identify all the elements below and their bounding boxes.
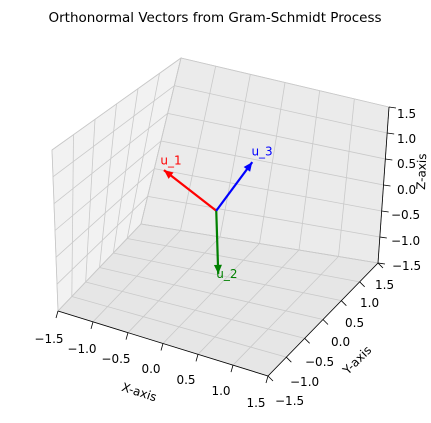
y-tick-label: 0.5 (345, 316, 364, 330)
z-tick-mark (388, 106, 397, 109)
vector-label: u_1 (160, 153, 181, 167)
grid-line (140, 223, 379, 264)
grid-lines (51, 57, 390, 377)
y-tick-mark (304, 338, 310, 344)
y-tick-label: −0.5 (305, 355, 334, 369)
y-tick-label: 0.0 (331, 335, 350, 349)
y-tick-mark (286, 356, 292, 363)
z-tick-mark (381, 210, 389, 213)
z-tick-labels: −1.5 −1.0 −0.5 0.0 0.5 1.0 1.5 (391, 107, 421, 273)
y-tick-mark (267, 375, 274, 382)
grid-line (127, 238, 360, 283)
x-tick-mark (125, 332, 129, 340)
x-tick-mark (230, 365, 234, 373)
x-tick-mark (160, 343, 164, 351)
grid-line (52, 85, 175, 178)
z-tick-label: −1.0 (391, 234, 420, 248)
vector-label: u_2 (216, 267, 237, 281)
x-tick-labels: −1.5 −1.0 −0.5 0.0 0.5 1.0 1.5 (34, 332, 265, 410)
z-tick-label: −0.5 (391, 208, 420, 222)
vectors: u_1 u_2 u_3 (160, 144, 272, 281)
z-tick-mark (379, 236, 387, 239)
z-tick-label: −1.5 (392, 259, 421, 273)
x-tick-label: 1.5 (246, 396, 265, 410)
vector-label: u_3 (251, 144, 272, 158)
x-tick-mark (90, 321, 94, 329)
y-tick-mark (377, 262, 384, 269)
x-tick-label: 0.5 (176, 373, 195, 387)
vector-u3: u_3 (215, 144, 273, 212)
x-tick-label: −1.0 (67, 342, 96, 356)
z-tick-mark (387, 132, 395, 135)
grid-line (51, 57, 182, 151)
x-tick-label: 1.0 (211, 384, 230, 398)
y-tick-mark (322, 319, 329, 325)
vector-u2: u_2 (213, 210, 238, 281)
x-tick-mark (265, 375, 269, 384)
z-tick-label: 1.5 (397, 107, 416, 121)
vector-shaft (163, 169, 217, 212)
z-axis-label: Z-axis (414, 153, 429, 190)
z-tick-label: 0.0 (397, 183, 416, 197)
vector-arrowhead (163, 170, 174, 179)
z-tick-label: 0.5 (397, 157, 416, 171)
x-tick-mark (195, 354, 199, 362)
y-tick-labels: −1.5 −1.0 −0.5 0.0 0.5 1.0 1.5 (275, 278, 394, 408)
y-tick-mark (341, 300, 347, 306)
grid-line (174, 85, 388, 134)
chart-title: Orthonormal Vectors from Gram-Schmidt Pr… (48, 10, 381, 26)
x-tick-mark (55, 310, 59, 319)
vector-shaft (215, 210, 220, 274)
x-tick-label: −1.5 (34, 332, 63, 346)
x-tick-label: 0.0 (141, 362, 160, 376)
tick-marks (55, 106, 397, 384)
x-axis-label: X-axis (120, 380, 159, 404)
y-tick-mark (359, 281, 365, 288)
z-tick-mark (385, 158, 393, 161)
y-tick-label: −1.5 (275, 394, 304, 408)
grid-line (140, 57, 182, 225)
vector-arrowhead (213, 264, 222, 274)
y-tick-label: −1.0 (290, 375, 319, 389)
y-tick-label: 1.5 (375, 278, 394, 292)
vector-shaft (215, 161, 254, 212)
grid-line (180, 57, 390, 108)
vector-arrowhead (243, 162, 253, 172)
z-tick-label: 1.0 (397, 132, 416, 146)
x-tick-label: −0.5 (101, 352, 130, 366)
z-tick-mark (383, 184, 391, 187)
vector-u1: u_1 (160, 153, 217, 212)
z-tick-mark (377, 262, 386, 265)
y-tick-label: 1.0 (360, 296, 379, 310)
